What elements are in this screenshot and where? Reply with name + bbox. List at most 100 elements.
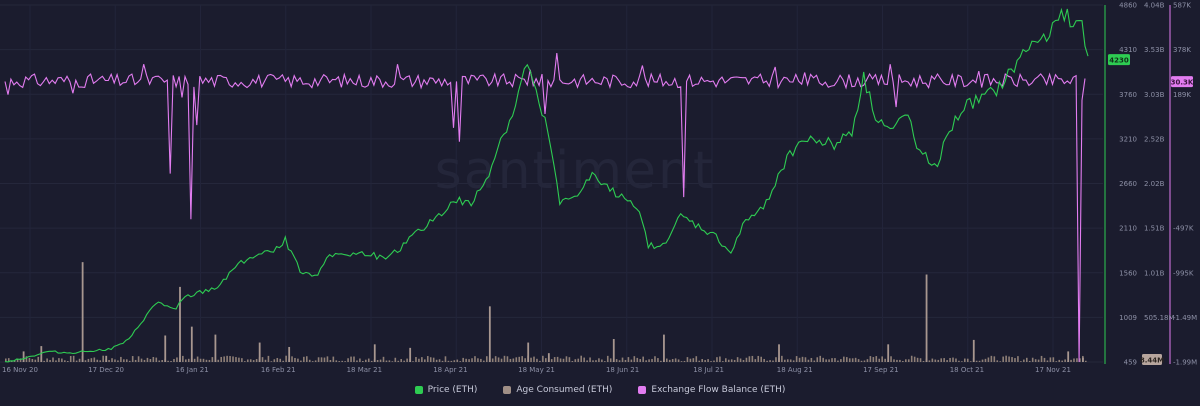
age-consumed-bar — [152, 357, 155, 362]
age-consumed-bar — [677, 359, 680, 362]
price-tick-label: 3760 — [1119, 91, 1137, 99]
age-consumed-bar — [220, 356, 223, 362]
y-axis-age-ticks: 4.04B 3.53B 3.03B 2.52B 2.02B 1.51B 1.01B 505.1… — [1144, 2, 1175, 322]
flow-tick-label: 587K — [1173, 2, 1191, 10]
legend-item[interactable]: Price (ETH) — [414, 385, 477, 395]
age-consumed-bar — [123, 359, 125, 362]
age-consumed-bar — [176, 357, 178, 362]
legend-item[interactable]: Age Consumed (ETH) — [503, 385, 612, 395]
age-consumed-bar — [642, 356, 644, 362]
age-consumed-bar — [848, 358, 851, 362]
age-consumed-bar — [710, 361, 712, 362]
age-consumed-bar — [185, 359, 187, 362]
age-consumed-bar — [367, 358, 370, 362]
age-consumed-bar — [114, 359, 116, 362]
age-consumed-bar — [1076, 358, 1078, 362]
flow-tick-label: -995K — [1173, 269, 1194, 277]
age-consumed-bars — [5, 262, 1087, 362]
price-tick-label: 2110 — [1119, 225, 1137, 233]
age-consumed-bar — [426, 356, 429, 362]
age-consumed-bar — [353, 356, 355, 362]
age-consumed-bar — [246, 359, 249, 362]
age-consumed-bar — [394, 357, 397, 362]
age-consumed-bar — [940, 358, 943, 362]
age-consumed-bar — [117, 360, 119, 362]
age-consumed-bar — [586, 360, 588, 362]
watermark: santiment — [435, 141, 716, 201]
age-consumed-bar — [400, 359, 403, 362]
age-consumed-bar — [125, 359, 128, 362]
age-consumed-bar — [96, 359, 99, 362]
age-consumed-spike — [40, 346, 43, 362]
age-current-badge-label: 8.44M — [1140, 357, 1164, 365]
age-consumed-bar — [863, 360, 866, 362]
age-consumed-bar — [550, 359, 553, 362]
age-consumed-bar — [202, 358, 205, 362]
axes — [1104, 5, 1171, 364]
age-consumed-bar — [657, 358, 659, 362]
age-consumed-bar — [49, 359, 51, 362]
age-consumed-bar — [733, 359, 736, 362]
age-consumed-bar — [1049, 357, 1052, 362]
age-consumed-bar — [7, 358, 10, 362]
age-consumed-bar — [993, 356, 996, 362]
age-consumed-bar — [356, 360, 358, 362]
age-consumed-bar — [1061, 360, 1063, 362]
age-consumed-bar — [46, 358, 48, 362]
age-consumed-bar — [580, 355, 583, 362]
age-consumed-bar — [391, 361, 394, 362]
age-consumed-bar — [689, 358, 692, 362]
age-consumed-bar — [111, 358, 113, 362]
age-consumed-bar — [31, 358, 34, 362]
age-consumed-bar — [432, 357, 435, 362]
age-consumed-bar — [683, 360, 686, 362]
age-consumed-bar — [739, 358, 742, 362]
age-consumed-bar — [474, 356, 476, 362]
age-consumed-bar — [235, 357, 237, 362]
age-consumed-bar — [468, 359, 470, 362]
age-consumed-bar — [465, 358, 467, 362]
age-consumed-bar — [182, 355, 184, 362]
age-consumed-bar — [61, 358, 63, 362]
age-consumed-bar — [562, 358, 565, 362]
age-consumed-bar — [270, 361, 273, 362]
age-consumed-bar — [282, 360, 284, 362]
age-consumed-bar — [320, 357, 323, 362]
age-consumed-bar — [955, 358, 957, 362]
age-consumed-bar — [43, 360, 45, 362]
x-tick-label: 17 Dec 20 — [88, 366, 124, 374]
price-current-badge-label: 4230 — [1109, 57, 1129, 65]
age-consumed-bar — [1034, 359, 1037, 362]
age-consumed-bar — [795, 356, 798, 362]
age-consumed-bar — [362, 360, 364, 362]
age-consumed-bar — [376, 359, 379, 362]
x-tick-label: 18 Oct 21 — [950, 366, 984, 374]
legend-item[interactable]: Exchange Flow Balance (ETH) — [638, 385, 785, 395]
age-consumed-bar — [878, 358, 881, 362]
age-consumed-bar — [1040, 355, 1043, 362]
age-consumed-bar — [565, 356, 568, 362]
age-consumed-bar — [598, 358, 600, 362]
price-tick-label: 459 — [1124, 359, 1137, 367]
age-consumed-bar — [1052, 357, 1055, 362]
age-consumed-bar — [438, 359, 441, 362]
age-consumed-bar — [857, 359, 860, 362]
age-current-badge-bg — [1142, 354, 1162, 365]
age-consumed-bar — [961, 361, 963, 362]
age-tick-label: 2.52B — [1144, 135, 1165, 143]
age-consumed-bar — [435, 359, 438, 362]
age-consumed-bar — [506, 356, 509, 362]
age-consumed-bar — [16, 358, 19, 362]
age-consumed-bar — [424, 359, 426, 362]
age-consumed-bar — [660, 360, 662, 362]
age-consumed-bar — [406, 358, 408, 362]
age-consumed-bar — [695, 356, 698, 362]
age-consumed-bar — [55, 360, 57, 362]
legend-label: Age Consumed (ETH) — [516, 385, 613, 395]
age-consumed-bar — [539, 360, 541, 362]
age-consumed-spike — [778, 344, 780, 362]
age-consumed-bar — [736, 357, 739, 362]
age-consumed-bar — [462, 357, 464, 362]
age-consumed-bar — [907, 359, 910, 362]
